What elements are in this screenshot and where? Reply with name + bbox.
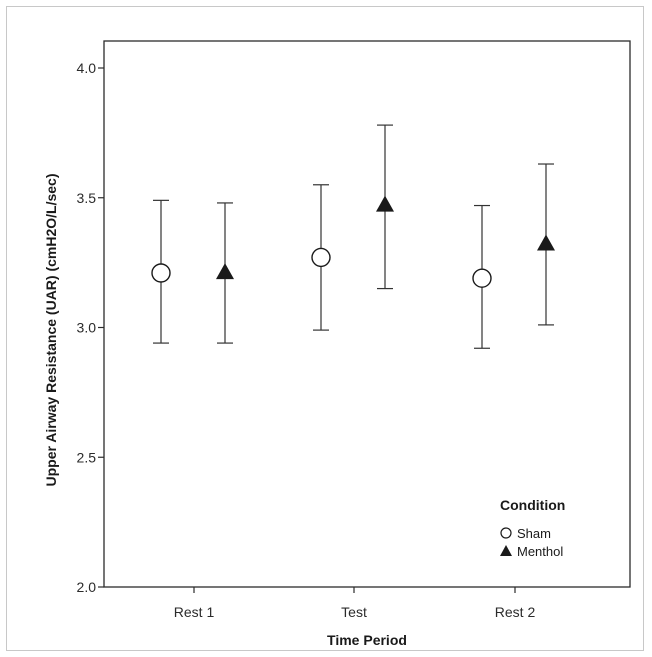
- x-tick-label: Test: [341, 604, 367, 620]
- legend-sham-marker: [500, 527, 512, 539]
- y-axis-title: Upper Airway Resistance (UAR) (cmH2O/L/s…: [43, 173, 59, 486]
- y-tick-label: 3.0: [77, 320, 97, 336]
- legend-sham-label: Sham: [517, 526, 551, 541]
- legend-menthol-marker: [500, 545, 512, 556]
- y-tick-label: 2.5: [77, 449, 97, 465]
- x-tick-label: Rest 1: [174, 604, 215, 620]
- sham-point: [311, 247, 331, 268]
- y-axis: 2.0 2.5 3.0 3.5 4.0: [77, 60, 104, 595]
- chart-frame: [6, 6, 644, 651]
- x-tick-label: Rest 2: [495, 604, 536, 620]
- data-marks: [151, 124, 555, 349]
- legend-title: Condition: [500, 497, 565, 513]
- sham-point: [151, 263, 171, 283]
- menthol-point: [376, 195, 394, 212]
- menthol-point: [537, 234, 555, 251]
- x-axis: Rest 1 Test Rest 2: [174, 587, 536, 620]
- menthol-point: [216, 263, 234, 280]
- plot-area: [103, 40, 631, 588]
- y-tick-label: 2.0: [77, 579, 97, 595]
- x-axis-title: Time Period: [327, 632, 407, 648]
- sham-point: [472, 268, 492, 288]
- y-tick-label: 4.0: [77, 60, 97, 76]
- legend-menthol-label: Menthol: [517, 544, 563, 559]
- legend: Condition Sham Menthol: [500, 497, 565, 559]
- y-tick-label: 3.5: [77, 190, 97, 206]
